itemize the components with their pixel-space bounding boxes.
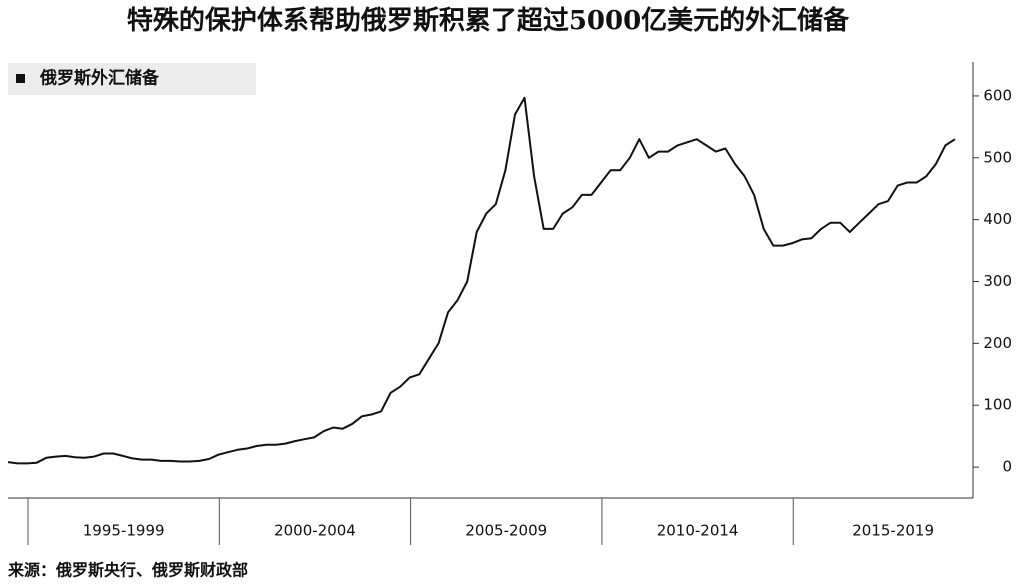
y-tick-label: 100 xyxy=(983,396,1012,414)
y-tick-label: 0 xyxy=(1002,458,1012,476)
x-tick-label: 2005-2009 xyxy=(465,522,547,540)
line xyxy=(7,96,956,465)
legend-swatch xyxy=(16,74,25,83)
x-tick-label: 1995-1999 xyxy=(83,522,165,540)
legend-box xyxy=(8,63,256,95)
x-tick-label: 2000-2004 xyxy=(274,522,356,540)
y-tick-label: 300 xyxy=(983,272,1012,290)
source-note: 来源：俄罗斯央行、俄罗斯财政部 xyxy=(7,561,248,580)
legend-label: 俄罗斯外汇储备 xyxy=(39,68,160,89)
y-tick-label: 600 xyxy=(983,86,1012,104)
y-tick-label: 400 xyxy=(983,210,1012,228)
y-tick-label: 500 xyxy=(983,148,1012,166)
x-tick-label: 2015-2019 xyxy=(852,522,934,540)
chart-title: 特殊的保护体系帮助俄罗斯积累了超过5000亿美元的外汇储备 xyxy=(127,5,850,36)
x-tick-label: 2010-2014 xyxy=(657,522,739,540)
y-tick-label: 200 xyxy=(983,334,1012,352)
